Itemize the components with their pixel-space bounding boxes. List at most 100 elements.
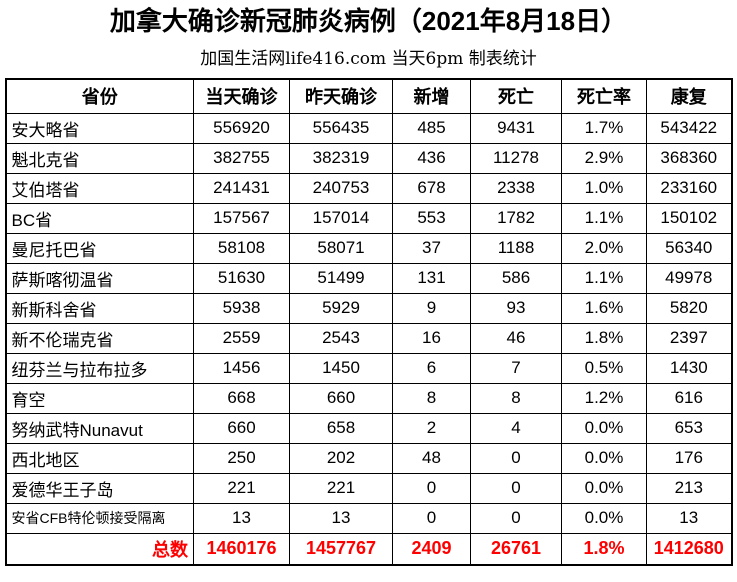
province-cell: 育空 xyxy=(5,382,194,414)
value-cell: 616 xyxy=(646,382,732,414)
value-cell: 9431 xyxy=(470,112,562,144)
value-cell: 382755 xyxy=(193,142,290,174)
value-cell: 0.0% xyxy=(561,502,647,534)
table-row: 纽芬兰与拉布拉多 1456 1450 6 7 0.5% 1430 xyxy=(5,352,732,384)
table-row: 新不伦瑞克省 2559 2543 16 46 1.8% 2397 xyxy=(5,322,732,354)
value-cell: 8 xyxy=(392,382,471,414)
value-cell: 1.2% xyxy=(561,382,647,414)
value-cell: 11278 xyxy=(470,142,562,174)
table-header-row: 省份 当天确诊 昨天确诊 新增 死亡 死亡率 康复 xyxy=(5,78,732,114)
value-cell: 221 xyxy=(289,472,393,504)
value-cell: 7 xyxy=(470,352,562,384)
province-cell: 努纳武特Nunavut xyxy=(5,412,194,444)
header-cell: 新增 xyxy=(392,78,471,114)
value-cell: 176 xyxy=(646,442,732,474)
value-cell: 1.6% xyxy=(561,292,647,324)
value-cell: 668 xyxy=(193,382,290,414)
province-cell: 爱德华王子岛 xyxy=(5,472,194,504)
table-row: 魁北克省 382755 382319 436 11278 2.9% 368360 xyxy=(5,142,732,174)
value-cell: 2.0% xyxy=(561,232,647,264)
table-row: 萨斯喀彻温省 51630 51499 131 586 1.1% 49978 xyxy=(5,262,732,294)
page-subtitle: 加国生活网life416.com 当天6pm 制表统计 xyxy=(200,49,537,69)
value-cell: 49978 xyxy=(646,262,732,294)
table-row: 安大略省 556920 556435 485 9431 1.7% 543422 xyxy=(5,112,732,144)
value-cell: 0 xyxy=(470,442,562,474)
province-cell: 新斯科舍省 xyxy=(5,292,194,324)
table-row: 育空 668 660 8 8 1.2% 616 xyxy=(5,382,732,414)
value-cell: 1782 xyxy=(470,202,562,234)
header-cell: 康复 xyxy=(646,78,732,114)
value-cell: 653 xyxy=(646,412,732,444)
header-cell: 当天确诊 xyxy=(193,78,290,114)
header-cell: 死亡率 xyxy=(561,78,647,114)
table-row: BC省 157567 157014 553 1782 1.1% 150102 xyxy=(5,202,732,234)
value-cell: 382319 xyxy=(289,142,393,174)
total-value: 1.8% xyxy=(561,532,647,566)
value-cell: 553 xyxy=(392,202,471,234)
value-cell: 5938 xyxy=(193,292,290,324)
value-cell: 2338 xyxy=(470,172,562,204)
value-cell: 2559 xyxy=(193,322,290,354)
value-cell: 241431 xyxy=(193,172,290,204)
value-cell: 9 xyxy=(392,292,471,324)
province-cell: 纽芬兰与拉布拉多 xyxy=(5,352,194,384)
province-cell: 曼尼托巴省 xyxy=(5,232,194,264)
total-label: 总数 xyxy=(5,532,194,566)
value-cell: 157014 xyxy=(289,202,393,234)
value-cell: 48 xyxy=(392,442,471,474)
value-cell: 150102 xyxy=(646,202,732,234)
value-cell: 1.7% xyxy=(561,112,647,144)
province-cell: 艾伯塔省 xyxy=(5,172,194,204)
value-cell: 0.5% xyxy=(561,352,647,384)
value-cell: 4 xyxy=(470,412,562,444)
value-cell: 202 xyxy=(289,442,393,474)
value-cell: 131 xyxy=(392,262,471,294)
value-cell: 1430 xyxy=(646,352,732,384)
value-cell: 0 xyxy=(392,472,471,504)
province-cell: 安省CFB特伦顿接受隔离 xyxy=(5,502,194,534)
province-cell: 西北地区 xyxy=(5,442,194,474)
value-cell: 0.0% xyxy=(561,412,647,444)
table-row: 新斯科舍省 5938 5929 9 93 1.6% 5820 xyxy=(5,292,732,324)
value-cell: 213 xyxy=(646,472,732,504)
value-cell: 16 xyxy=(392,322,471,354)
value-cell: 5820 xyxy=(646,292,732,324)
value-cell: 1.1% xyxy=(561,262,647,294)
value-cell: 51630 xyxy=(193,262,290,294)
table-row: 努纳武特Nunavut 660 658 2 4 0.0% 653 xyxy=(5,412,732,444)
value-cell: 0.0% xyxy=(561,472,647,504)
value-cell: 233160 xyxy=(646,172,732,204)
value-cell: 1.1% xyxy=(561,202,647,234)
value-cell: 1450 xyxy=(289,352,393,384)
value-cell: 13 xyxy=(646,502,732,534)
table-row: 安省CFB特伦顿接受隔离 13 13 0 0 0.0% 13 xyxy=(5,502,732,534)
header-cell: 省份 xyxy=(5,78,194,114)
value-cell: 0 xyxy=(392,502,471,534)
value-cell: 543422 xyxy=(646,112,732,144)
value-cell: 13 xyxy=(289,502,393,534)
value-cell: 485 xyxy=(392,112,471,144)
value-cell: 0 xyxy=(470,472,562,504)
table-row: 西北地区 250 202 48 0 0.0% 176 xyxy=(5,442,732,474)
value-cell: 51499 xyxy=(289,262,393,294)
value-cell: 157567 xyxy=(193,202,290,234)
value-cell: 436 xyxy=(392,142,471,174)
province-cell: BC省 xyxy=(5,202,194,234)
total-value: 26761 xyxy=(470,532,562,566)
value-cell: 58071 xyxy=(289,232,393,264)
total-value: 1460176 xyxy=(193,532,290,566)
value-cell: 1456 xyxy=(193,352,290,384)
value-cell: 2397 xyxy=(646,322,732,354)
province-cell: 新不伦瑞克省 xyxy=(5,322,194,354)
value-cell: 250 xyxy=(193,442,290,474)
value-cell: 678 xyxy=(392,172,471,204)
value-cell: 46 xyxy=(470,322,562,354)
value-cell: 37 xyxy=(392,232,471,264)
province-cell: 萨斯喀彻温省 xyxy=(5,262,194,294)
value-cell: 556435 xyxy=(289,112,393,144)
value-cell: 0.0% xyxy=(561,442,647,474)
value-cell: 2.9% xyxy=(561,142,647,174)
value-cell: 556920 xyxy=(193,112,290,144)
table-row: 爱德华王子岛 221 221 0 0 0.0% 213 xyxy=(5,472,732,504)
